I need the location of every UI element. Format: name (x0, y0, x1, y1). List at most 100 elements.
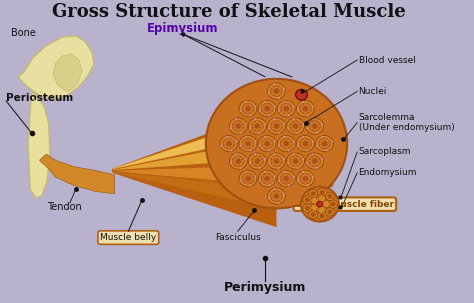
Circle shape (269, 139, 272, 142)
Circle shape (300, 177, 303, 180)
Circle shape (297, 122, 300, 125)
Circle shape (297, 132, 299, 134)
Circle shape (263, 104, 266, 107)
Circle shape (287, 153, 304, 169)
Circle shape (304, 103, 307, 106)
Text: Epimysium: Epimysium (147, 22, 219, 35)
Circle shape (270, 142, 273, 145)
Circle shape (239, 145, 242, 147)
Circle shape (265, 146, 269, 149)
Circle shape (220, 135, 238, 152)
Circle shape (268, 127, 270, 129)
Circle shape (245, 101, 247, 103)
Circle shape (288, 149, 290, 152)
Text: Gross Structure of Skeletal Muscle: Gross Structure of Skeletal Muscle (52, 3, 405, 21)
Circle shape (285, 181, 288, 184)
Circle shape (261, 107, 264, 110)
Circle shape (306, 153, 324, 169)
Circle shape (327, 209, 333, 215)
Circle shape (245, 136, 247, 138)
Circle shape (224, 145, 228, 148)
Circle shape (239, 171, 257, 187)
Circle shape (319, 190, 325, 195)
Circle shape (230, 149, 232, 152)
Circle shape (278, 132, 280, 134)
Circle shape (264, 123, 266, 125)
Circle shape (270, 190, 283, 202)
Circle shape (268, 153, 285, 169)
Circle shape (287, 127, 289, 129)
Circle shape (270, 177, 273, 180)
Circle shape (297, 110, 299, 112)
Circle shape (277, 100, 295, 117)
Circle shape (316, 167, 318, 169)
Circle shape (282, 110, 285, 113)
Circle shape (232, 155, 245, 167)
Circle shape (268, 115, 271, 116)
Circle shape (220, 145, 222, 147)
Circle shape (328, 200, 337, 208)
Circle shape (269, 175, 272, 177)
Circle shape (258, 135, 276, 152)
Circle shape (251, 155, 264, 167)
Circle shape (288, 110, 291, 113)
Circle shape (239, 135, 257, 152)
Circle shape (282, 175, 285, 177)
Circle shape (249, 104, 253, 107)
Circle shape (285, 138, 288, 141)
Circle shape (281, 107, 283, 110)
Circle shape (253, 122, 256, 125)
Circle shape (283, 88, 285, 90)
Circle shape (307, 110, 310, 113)
Circle shape (289, 177, 292, 180)
Circle shape (237, 156, 240, 159)
Circle shape (301, 180, 304, 183)
Circle shape (263, 145, 266, 148)
Circle shape (258, 171, 276, 187)
Circle shape (300, 107, 303, 110)
Circle shape (265, 173, 269, 176)
Circle shape (234, 162, 237, 165)
Circle shape (273, 141, 275, 142)
Circle shape (230, 162, 232, 164)
Circle shape (306, 118, 324, 134)
Circle shape (307, 180, 310, 183)
Circle shape (304, 173, 307, 176)
Circle shape (278, 127, 281, 130)
Circle shape (242, 138, 255, 149)
Circle shape (288, 175, 291, 177)
Text: Endomysium: Endomysium (358, 168, 417, 177)
Circle shape (321, 136, 323, 138)
Circle shape (244, 145, 246, 148)
Circle shape (232, 142, 235, 145)
Circle shape (258, 100, 276, 117)
Circle shape (280, 173, 292, 185)
Circle shape (326, 149, 328, 152)
Circle shape (307, 139, 310, 142)
Circle shape (301, 139, 304, 142)
Circle shape (278, 145, 280, 147)
Circle shape (302, 101, 304, 103)
Circle shape (298, 125, 301, 128)
Circle shape (253, 157, 256, 160)
Circle shape (318, 160, 320, 163)
Circle shape (308, 155, 321, 167)
Circle shape (244, 139, 246, 142)
Circle shape (309, 125, 312, 128)
Circle shape (252, 125, 255, 128)
Circle shape (289, 142, 292, 145)
Circle shape (278, 180, 280, 182)
Circle shape (325, 192, 335, 201)
Circle shape (308, 107, 311, 110)
Circle shape (291, 122, 294, 125)
Circle shape (246, 111, 250, 114)
Circle shape (296, 89, 308, 100)
Circle shape (298, 160, 301, 163)
Circle shape (275, 191, 278, 194)
Circle shape (268, 188, 285, 204)
Circle shape (288, 180, 291, 183)
Circle shape (311, 204, 319, 211)
Circle shape (273, 118, 275, 120)
Circle shape (282, 104, 285, 107)
Circle shape (308, 177, 311, 180)
